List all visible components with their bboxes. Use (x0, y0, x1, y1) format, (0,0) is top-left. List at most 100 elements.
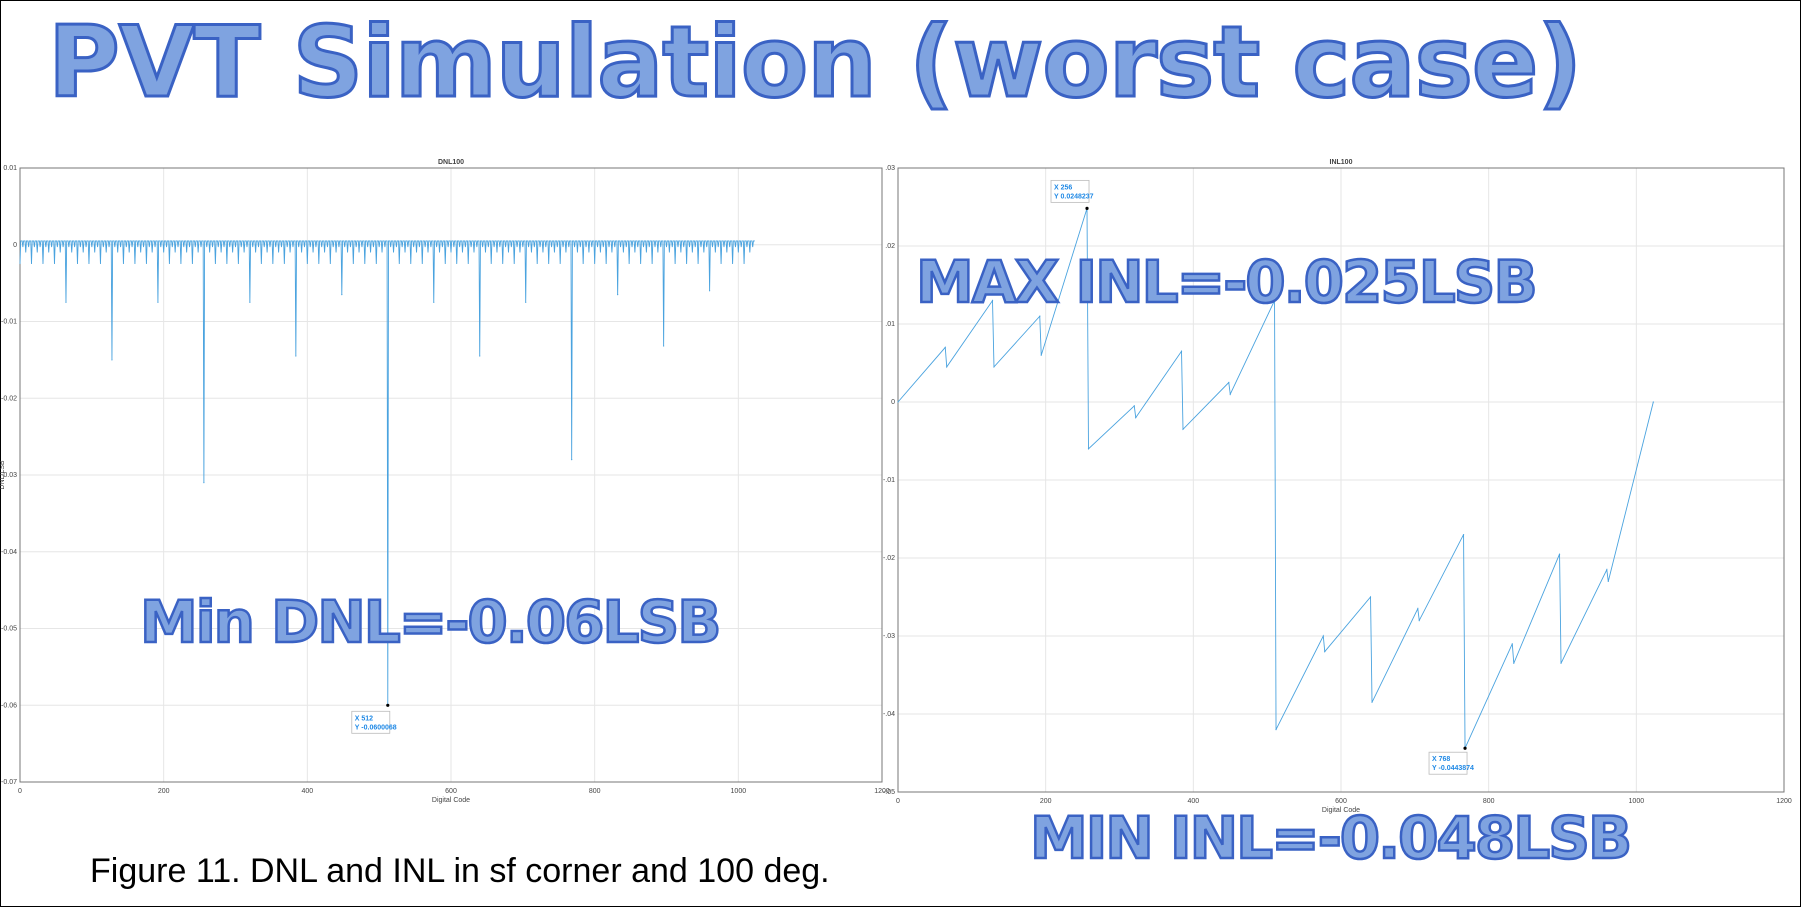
inl-series-point (1418, 619, 1420, 622)
dnl-spike-point (111, 359, 113, 361)
slide-title: PVT Simulation (worst case) (46, 5, 1583, 122)
inl-series-point (1652, 401, 1654, 403)
dnl-ytick-label: -0.02 (1, 395, 17, 402)
dnl-spike-point (709, 290, 711, 292)
min-inl-callout: MIN INL=-0.048LSB (1029, 803, 1634, 874)
dnl-datatip-x: X 512 (355, 715, 373, 722)
dnl-spike-point (65, 301, 67, 303)
inl-series-point (1087, 448, 1090, 450)
dnl-datatip-box (351, 710, 391, 734)
inl-series-point (1182, 428, 1184, 430)
dnl-spike-point (479, 355, 481, 357)
inl-ytick-label: 0 (891, 399, 895, 406)
inl-series-point (1513, 662, 1515, 664)
inl-min-datatip-marker (1463, 746, 1467, 750)
inl-series-point (1135, 417, 1137, 419)
inl-axes-box (897, 167, 1785, 793)
inl-series-point (1275, 729, 1277, 731)
dnl-xtick-label: 600 (445, 788, 457, 795)
inl-max-datatip-y: Y 0.0248237 (1054, 193, 1094, 200)
dnl-spike-point (341, 294, 343, 296)
inl-series-point (1558, 553, 1561, 555)
inl-series-point (1180, 350, 1183, 352)
dnl-spike-point (663, 345, 665, 347)
dnl-title: DNL100 (438, 159, 464, 166)
inl-series-point (1040, 354, 1042, 356)
inl-title: INL100 (1330, 159, 1353, 166)
inl-xtick-label: 0 (896, 798, 900, 805)
inl-ytick-label: -.02 (883, 555, 895, 562)
inl-series-point (1322, 635, 1324, 637)
inl-ytick-label: -.04 (883, 711, 895, 718)
inl-min-datatip-box (1428, 751, 1468, 775)
dnl-ytick-label: -0.05 (1, 626, 17, 633)
inl-max-datatip-marker (1085, 206, 1089, 210)
inl-ytick-label: .02 (885, 243, 895, 250)
inl-series-point (1039, 315, 1041, 317)
dnl-axes-box (19, 167, 883, 783)
inl-series-point (1606, 569, 1608, 571)
dnl-spike-point (249, 301, 251, 303)
inl-xtick-label: 1200 (1776, 798, 1792, 805)
max-inl-callout: MAX INL=-0.025LSB (915, 247, 1539, 318)
inl-series-point (1273, 300, 1276, 302)
dnl-spike-point (525, 301, 527, 303)
inl-series-point (1324, 651, 1326, 653)
inl-max-datatip-box (1050, 179, 1090, 203)
inl-xtick-label: 400 (1187, 798, 1199, 805)
min-dnl-callout: Min DNL=-0.06LSB (139, 587, 723, 658)
inl-ytick-label: -.03 (883, 633, 895, 640)
inl-series-point (1133, 405, 1135, 407)
inl-series-point (1607, 580, 1609, 583)
dnl-xtick-label: 400 (301, 788, 313, 795)
inl-xtick-label: 600 (1335, 798, 1347, 805)
inl-xtick-label: 1000 (1629, 798, 1645, 805)
dnl-spike-point (617, 294, 619, 296)
dnl-spike-point (433, 301, 435, 303)
dnl-spike-point (157, 301, 159, 303)
inl-xtick-label: 200 (1040, 798, 1052, 805)
dnl-xlabel: Digital Code (432, 797, 470, 804)
dnl-xtick-label: 0 (18, 788, 22, 795)
dnl-ytick-label: -0.06 (1, 702, 17, 709)
dnl-ytick-label: -0.01 (1, 319, 17, 326)
dnl-ytick-label: 0.01 (3, 165, 17, 172)
inl-ytick-label: .01 (885, 321, 895, 328)
inl-series-point (993, 366, 995, 368)
inl-xtick-label: 800 (1483, 798, 1495, 805)
dnl-ytick-label: 0 (13, 242, 17, 249)
inl-series-point (1462, 534, 1465, 536)
dnl-datatip-marker (386, 703, 390, 707)
dnl-xtick-label: 1200 (874, 788, 890, 795)
inl-series-line (897, 208, 1654, 749)
inl-series-point (1511, 643, 1513, 645)
inl-series-point (1371, 701, 1373, 703)
dnl-xtick-label: 200 (158, 788, 170, 795)
dnl-ytick-label: -0.07 (1, 779, 17, 786)
inl-series-point (944, 346, 946, 348)
inl-min-datatip-y: Y -0.0443874 (1432, 765, 1474, 772)
inl-series-point (1560, 662, 1562, 664)
inl-series-point (1229, 393, 1231, 395)
inl-ytick-label: -.05 (883, 789, 895, 796)
dnl-spike-point (295, 355, 297, 357)
inl-series-point (897, 401, 899, 403)
dnl-xtick-label: 800 (589, 788, 601, 795)
figure-caption: Figure 11. DNL and INL in sf corner and … (90, 852, 830, 890)
inl-series-point (946, 366, 948, 368)
inl-series-point (1228, 381, 1230, 384)
dnl-ylabel: DNL/LSB (0, 460, 6, 490)
dnl-spike-point (203, 482, 205, 484)
dnl-ytick-label: -0.04 (1, 549, 17, 556)
inl-min-datatip-x: X 768 (1432, 756, 1450, 763)
inl-max-datatip-x: X 256 (1054, 184, 1072, 191)
dnl-series-line (19, 240, 755, 706)
inl-ytick-label: -.01 (883, 477, 895, 484)
dnl-datatip-y: Y -0.0600068 (355, 724, 397, 731)
inl-ytick-label: .03 (885, 165, 895, 172)
dnl-ytick-label: -0.03 (1, 472, 17, 479)
inl-series-point (991, 300, 994, 302)
inl-xlabel: Digital Code (1322, 807, 1360, 814)
